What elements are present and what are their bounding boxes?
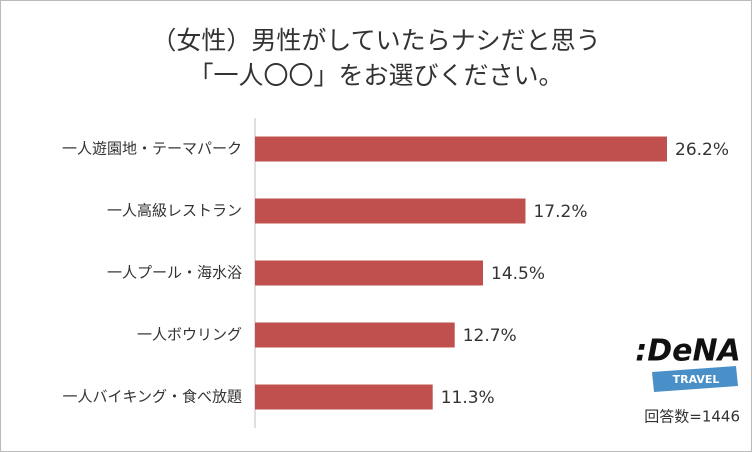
value-label: 11.3%: [441, 388, 495, 408]
logo-text: :DeNA: [635, 334, 741, 369]
value-label: 12.7%: [463, 326, 517, 346]
chart-title: （女性）男性がしていたらナシだと思う: [151, 26, 600, 55]
bar: [255, 322, 455, 348]
logo-band: [652, 366, 738, 392]
category-label: 一人バイキング・食べ放題: [62, 388, 242, 406]
note: 回答数=1446: [644, 408, 740, 426]
value-label: 26.2%: [675, 140, 729, 160]
bar: [255, 136, 667, 162]
category-label: 一人遊園地・テーマパーク: [62, 140, 242, 158]
logo-tagline: TRAVEL: [673, 373, 720, 386]
category-label: 一人プール・海水浴: [107, 264, 242, 282]
bar: [255, 384, 433, 410]
category-label: 一人ボウリング: [137, 326, 242, 344]
bar: [255, 198, 526, 224]
bar: [255, 260, 484, 286]
value-label: 17.2%: [533, 202, 587, 222]
category-label: 一人高級レストラン: [107, 202, 242, 220]
chart-title: 「一人〇〇」をお選びください。: [188, 61, 563, 90]
value-label: 14.5%: [491, 264, 545, 284]
logo: :DeNA TRAVEL: [635, 334, 741, 392]
